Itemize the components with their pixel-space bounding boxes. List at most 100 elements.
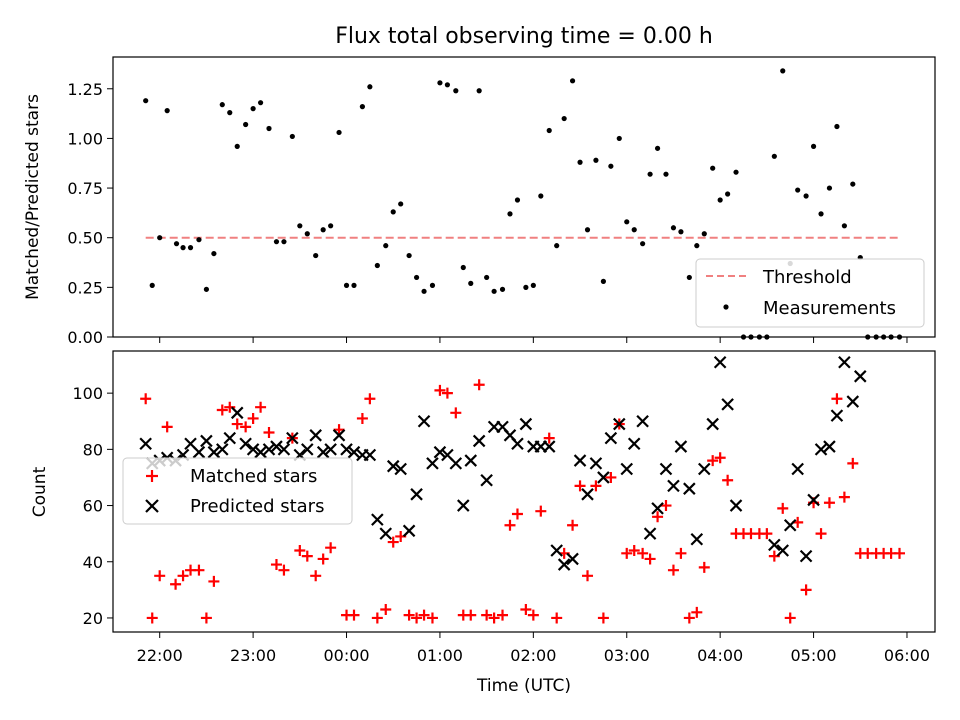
predicted-star-point: [846, 395, 860, 408]
matched-star-point: [698, 561, 710, 573]
measurement-point: [413, 274, 420, 281]
matched-star-point: [224, 401, 236, 413]
matched-star-point: [426, 612, 438, 624]
predicted-star-point: [853, 370, 867, 383]
matched-star-point: [270, 559, 282, 571]
predicted-star-point: [776, 544, 790, 557]
counts-y-tick-label: 80: [83, 440, 103, 459]
matched-star-point: [481, 609, 493, 621]
measurement-point: [701, 231, 707, 237]
measurement-point: [234, 143, 240, 149]
measurement-point: [468, 280, 474, 286]
measurement-point: [678, 229, 684, 235]
matched-star-point: [567, 519, 579, 531]
predicted-star-point: [207, 445, 221, 459]
matched-star-point: [761, 528, 773, 540]
measurements-legend-swatch: [723, 304, 729, 310]
ratio-y-tick-label: 0.50: [67, 229, 103, 248]
measurement-point: [733, 169, 739, 175]
measurement-point: [143, 98, 149, 104]
measurement-point: [250, 106, 256, 112]
predicted-star-point: [667, 479, 680, 493]
measurement-point: [593, 157, 599, 163]
counts-y-axis-label: Count: [30, 466, 50, 517]
matched-star-point: [784, 612, 796, 624]
measurement-point: [631, 227, 637, 233]
predicted-star-point: [239, 437, 252, 451]
measurement-point: [157, 235, 163, 241]
predicted-star-point: [597, 471, 610, 484]
x-tick-label: 06:00: [884, 646, 930, 665]
measurement-point: [374, 262, 380, 269]
matched-star-point: [263, 426, 275, 438]
ratio-panel: 0.00 0.25 0.50 0.75 1.00 1.25 Matched/Predict…: [23, 56, 936, 347]
predicted-star-point: [566, 552, 579, 566]
predicted-star-point: [643, 527, 657, 540]
predicted-star-point: [721, 398, 734, 411]
predicted-star-point: [426, 457, 439, 470]
matched-star-point: [777, 502, 789, 514]
ratio-y-tick-label: 0.75: [67, 179, 103, 198]
predicted-star-point: [457, 499, 470, 512]
matched-star-point: [838, 491, 850, 503]
matched-star-point: [800, 584, 812, 596]
matched-star-point: [714, 452, 726, 464]
predicted-star-point: [698, 462, 711, 476]
measurement-point: [203, 286, 210, 292]
matched-star-point: [847, 457, 859, 469]
counts-y-tick-label: 20: [83, 609, 103, 628]
matched-star-point: [301, 550, 313, 562]
predicted-star-point: [309, 429, 322, 442]
counts-marks: [139, 355, 906, 624]
measurement-point: [663, 171, 669, 177]
x-tick-label: 22:00: [137, 646, 183, 665]
x-tick-label: 23:00: [230, 646, 276, 665]
measurement-point: [569, 78, 576, 84]
measurement-point: [437, 80, 443, 86]
matched-star-point: [161, 421, 173, 433]
x-tick-label: 00:00: [323, 646, 369, 665]
predicted-star-point: [627, 437, 641, 451]
matched-legend-label: Matched stars: [190, 466, 317, 487]
counts-panel: 20 40 60 80 100 22:00 23:00 00:00 01:00 02:00 03:…: [30, 350, 936, 665]
measurement-point: [444, 82, 451, 88]
matched-star-point: [520, 604, 532, 616]
matched-star-point: [605, 471, 617, 483]
matched-star-point: [637, 547, 649, 559]
predicted-star-point: [223, 431, 237, 445]
predicted-star-point: [690, 532, 704, 546]
chart-title: Flux total observing time = 0.00 h: [335, 24, 713, 49]
matched-star-point: [621, 547, 633, 559]
measurement-point: [484, 274, 490, 281]
measurement-point: [818, 211, 824, 217]
measurements-legend-label: Measurements: [763, 298, 896, 319]
matched-star-point: [325, 542, 337, 554]
matched-star-point: [140, 393, 152, 405]
matched-legend-swatch: [146, 470, 158, 482]
predicted-star-point: [683, 482, 696, 495]
measurement-point: [351, 282, 357, 288]
measurement-point: [336, 129, 342, 136]
predicted-star-point: [729, 499, 743, 512]
measurement-point: [421, 288, 427, 294]
matched-star-point: [815, 528, 827, 540]
matched-star-point: [411, 612, 423, 624]
measurement-point: [460, 264, 466, 271]
matched-star-point: [380, 604, 392, 616]
matched-star-point: [364, 393, 376, 405]
measurement-point: [608, 163, 614, 169]
matched-star-point: [154, 570, 166, 582]
predicted-star-point: [246, 443, 260, 456]
measurement-point: [359, 104, 366, 110]
matched-star-point: [240, 421, 252, 433]
predicted-star-point: [402, 524, 416, 538]
x-tick-label: 01:00: [417, 646, 463, 665]
ratio-x-ticks: [159, 337, 908, 343]
matched-star-point: [278, 564, 290, 576]
measurement-point: [834, 123, 840, 130]
predicted-star-point: [270, 440, 283, 453]
predicted-star-point: [768, 538, 781, 552]
predicted-star-point: [386, 459, 400, 473]
